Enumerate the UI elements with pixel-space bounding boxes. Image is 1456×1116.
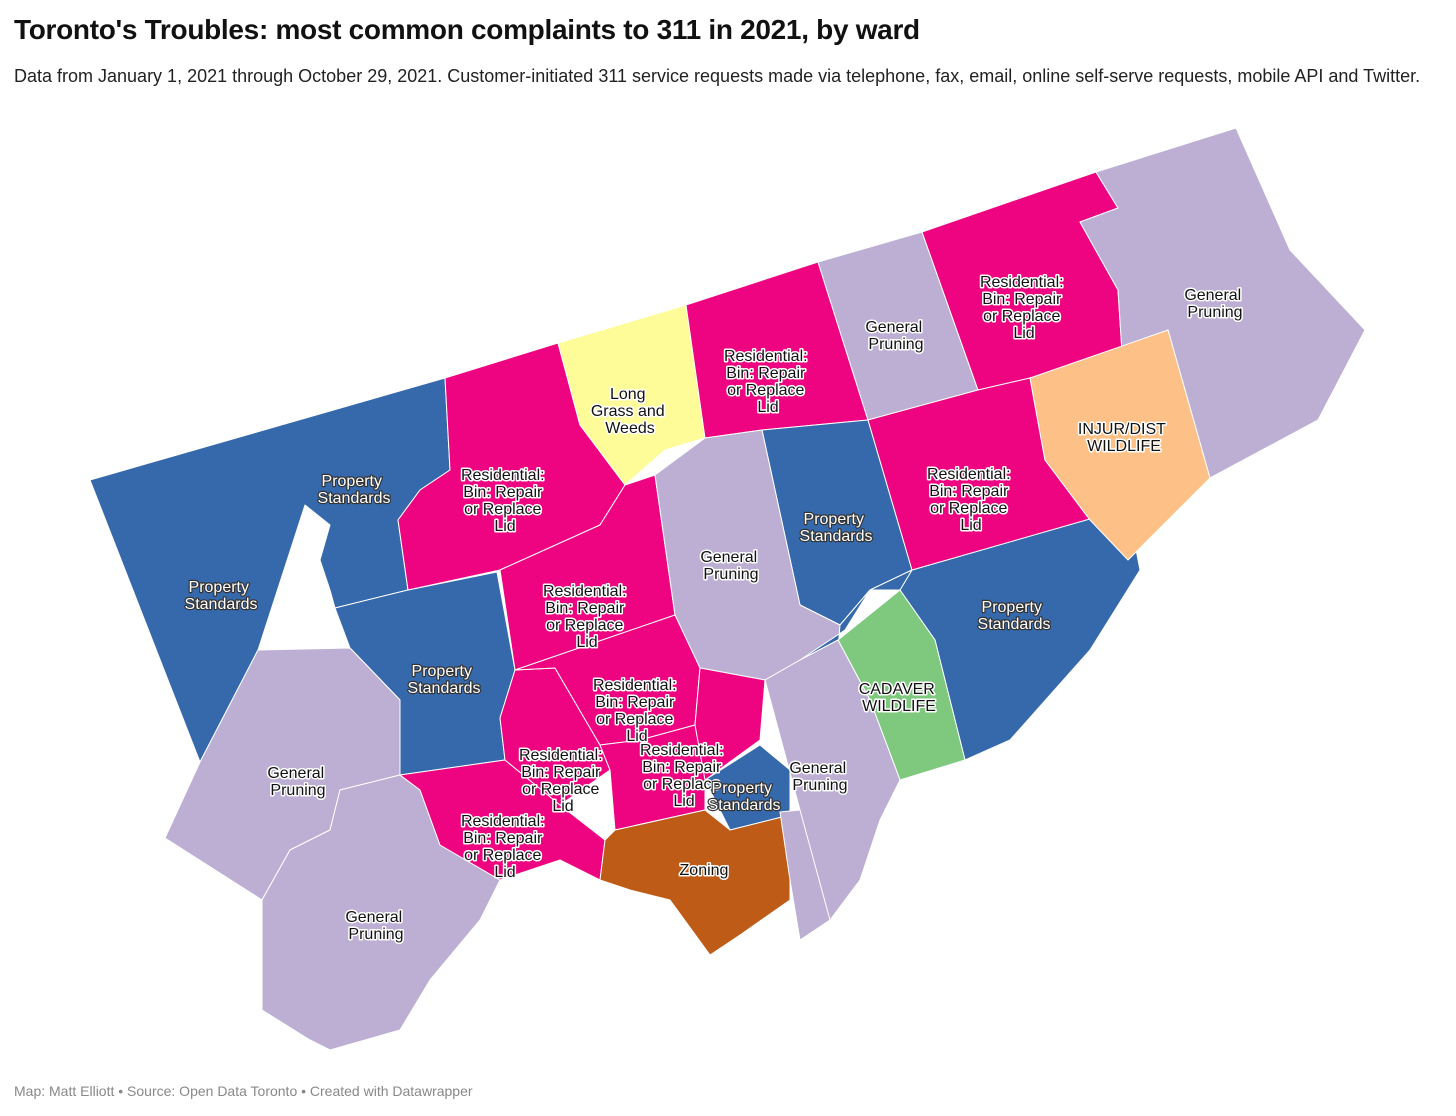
label-york-centre: Residential: Bin: Repair or Replace Lid: [461, 467, 549, 535]
label-don-valley-north: General Pruning: [865, 319, 926, 353]
label-scarborough-rouge: General Pruning: [1184, 287, 1245, 321]
label-university-rosedale: Residential: Bin: Repair or Replace Lid: [640, 742, 728, 810]
label-willowdale: Residential: Bin: Repair or Replace Lid: [724, 348, 812, 416]
label-toronto-centre: Property Standards: [708, 780, 781, 814]
label-don-valley-west: Property Standards: [800, 511, 873, 545]
ward-toronto-centre-west[interactable]: [694, 667, 766, 781]
map-title: Toronto's Troubles: most common complain…: [14, 14, 920, 45]
label-scarborough-agincourt: Residential: Bin: Repair or Replace Lid: [927, 466, 1015, 534]
ward-scarborough-guildwood[interactable]: [1029, 329, 1211, 561]
label-parkdale: Residential: Bin: Repair or Replace Lid: [519, 747, 607, 815]
label-york-west: Property Standards: [318, 473, 391, 507]
ward-toronto-danforth[interactable]: [779, 809, 831, 941]
label-etobicoke-lakeshore: General Pruning: [345, 909, 406, 943]
label-davenport: Residential: Bin: Repair or Replace Lid: [593, 677, 681, 745]
label-zoning: Zoning: [680, 862, 729, 879]
ward-spadina-fort-york[interactable]: [599, 809, 801, 956]
ward-etobicoke-lakeshore[interactable]: [261, 774, 501, 1051]
map-source-credit: Map: Matt Elliott • Source: Open Data To…: [14, 1083, 473, 1099]
label-scarborough-centre: Property Standards: [978, 599, 1051, 633]
map-subtitle: Data from January 1, 2021 through Octobe…: [14, 66, 1421, 86]
label-etobicoke-centre: General Pruning: [267, 765, 328, 799]
label-parkdale-high-park: Residential: Bin: Repair or Replace Lid: [461, 813, 549, 881]
label-long-grass: Long Grass and Weeds: [591, 386, 669, 437]
label-humber-river: Property Standards: [408, 663, 481, 697]
label-cadaver-wildlife: CADAVER WILDLIFE: [859, 681, 940, 715]
label-scarborough-north: Residential: Bin: Repair or Replace Lid: [980, 274, 1068, 342]
label-injur-wildlife: INJUR/DIST WILDLIFE: [1078, 421, 1170, 455]
ward-labels: Property Standards Property Standards Pr…: [183, 273, 1245, 945]
label-etobicoke-north: Property Standards: [185, 579, 258, 613]
ward-toronto-centre[interactable]: [704, 744, 791, 831]
label-eglinton-lawrence: Residential: Bin: Repair or Replace Lid: [543, 583, 631, 651]
label-north-york: General Pruning: [700, 549, 761, 583]
label-beaches-east-york: General Pruning: [789, 760, 850, 794]
